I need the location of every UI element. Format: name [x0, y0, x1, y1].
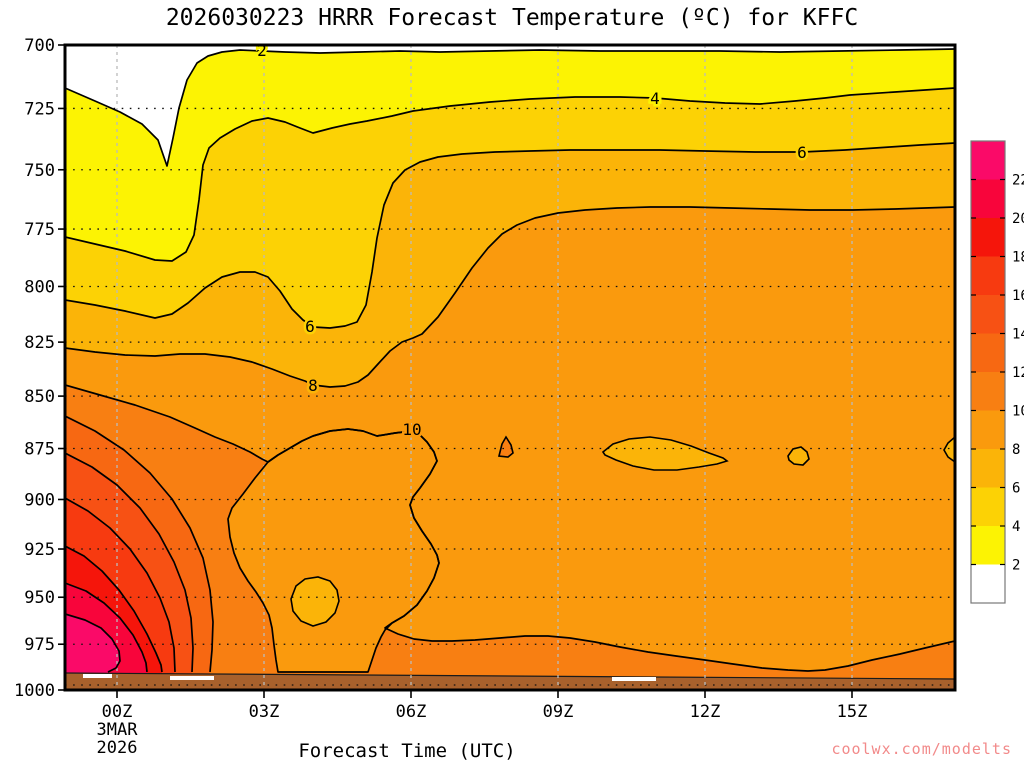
cool-island-950-fill — [291, 577, 339, 626]
surface-white-mark — [83, 674, 112, 678]
cool-pocket-outline — [227, 428, 440, 673]
surface-strip-edge — [65, 672, 955, 680]
y-tick-label-1000: 1000 — [14, 681, 55, 701]
colorbar-label-12: 12 — [1012, 365, 1024, 381]
colorbar-label-4: 4 — [1012, 519, 1020, 535]
contour-label-4: 4 — [650, 89, 660, 108]
y-tick-label-700: 700 — [24, 36, 55, 56]
y-tick-label-800: 800 — [24, 277, 55, 297]
colorbar-segment-9 — [971, 487, 1005, 527]
run-date-line-2: 2026 — [97, 738, 138, 758]
cool-island-875-small-fill — [788, 447, 809, 465]
contour-line-6 — [65, 142, 955, 329]
colorbar-label-10: 10 — [1012, 404, 1024, 420]
colorbar-segment-3 — [971, 256, 1005, 296]
surface-white-mark — [612, 677, 656, 681]
colorbar-segment-2 — [971, 218, 1005, 257]
x-tick-label-09Z: 09Z — [543, 702, 574, 722]
cool-notch-right-edge-fill — [944, 437, 955, 462]
cool-island-875-long-outline — [601, 436, 729, 471]
contour-label-6: 6 — [797, 143, 807, 162]
contour-line-22 — [65, 613, 121, 673]
x-tick-label-03Z: 03Z — [249, 702, 280, 722]
colorbar-label-16: 16 — [1012, 288, 1024, 304]
contour-label-10: 10 — [402, 420, 421, 439]
cool-island-950-outline — [290, 576, 340, 627]
colorbar-segment-6 — [971, 372, 1005, 411]
surface-white-mark — [170, 676, 214, 680]
y-tick-label-975: 975 — [24, 635, 55, 655]
colorbar-label-6: 6 — [1012, 481, 1020, 497]
y-tick-label-850: 850 — [24, 387, 55, 407]
y-tick-label-900: 900 — [24, 490, 55, 510]
contour-line-8 — [65, 206, 955, 388]
x-tick-label-12Z: 12Z — [690, 702, 721, 722]
colorbar-segment-5 — [971, 333, 1005, 373]
contour-line-20 — [65, 582, 148, 673]
colorbar-segment-4 — [971, 295, 1005, 334]
colorbar-label-8: 8 — [1012, 442, 1020, 458]
y-tick-label-925: 925 — [24, 540, 55, 560]
cool-island-875-small-outline — [787, 446, 810, 466]
x-axis-title: Forecast Time (UTC) — [0, 740, 1024, 762]
colorbar-segment-1 — [971, 179, 1005, 219]
contour-line-14 — [65, 452, 194, 673]
colorbar-label-14: 14 — [1012, 327, 1024, 343]
cool-pocket-fill — [228, 429, 439, 672]
chart-title: 2026030223 HRRR Forecast Temperature (ºC… — [165, 5, 859, 31]
colorbar-segment-7 — [971, 410, 1005, 450]
contour-label-6: 6 — [305, 317, 315, 336]
colorbar-segment-0 — [971, 141, 1005, 180]
colorbar-label-18: 18 — [1012, 250, 1024, 266]
watermark-link[interactable]: coolwx.com/modelts — [831, 740, 1012, 758]
plot-interior: 2 4 6 6 8 10 — [65, 41, 955, 690]
x-axis-title-text: Forecast Time (UTC) — [298, 740, 516, 762]
y-tick-label-825: 825 — [24, 333, 55, 353]
y-tick-label-725: 725 — [24, 99, 55, 119]
y-tick-label-750: 750 — [24, 161, 55, 181]
colorbar-label-22: 22 — [1012, 173, 1024, 189]
colorbar-segment-11 — [971, 564, 1005, 604]
warm-island-875-fill — [499, 437, 513, 457]
cool-island-875-long-fill — [603, 437, 727, 470]
contour-band-22 — [65, 614, 120, 690]
contour-line-12 — [65, 415, 214, 673]
colorbar-label-20: 20 — [1012, 211, 1024, 227]
y-tick-label-950: 950 — [24, 588, 55, 608]
colorbar-label-2: 2 — [1012, 558, 1020, 574]
colorbar-segment-8 — [971, 449, 1005, 488]
y-tick-label-775: 775 — [24, 220, 55, 240]
run-date-line-1: 3MAR — [97, 720, 139, 740]
colorbar-segment-10 — [971, 526, 1005, 565]
contour-label-8: 8 — [308, 376, 318, 395]
contour-line-2 — [65, 48, 955, 167]
x-tick-label-15Z: 15Z — [837, 702, 868, 722]
y-tick-label-875: 875 — [24, 440, 55, 460]
plot-frame — [63, 43, 957, 692]
contour-label-2: 2 — [257, 41, 267, 60]
contour-line-16 — [65, 497, 176, 673]
warm-island-875-outline — [498, 435, 514, 458]
contour-line-18 — [65, 545, 163, 673]
x-tick-label-00Z: 00Z — [102, 702, 133, 722]
contour-line-4 — [65, 87, 955, 262]
x-tick-label-06Z: 06Z — [396, 702, 427, 722]
cool-notch-right-edge-outline — [943, 435, 955, 463]
surface-strip — [65, 673, 955, 690]
